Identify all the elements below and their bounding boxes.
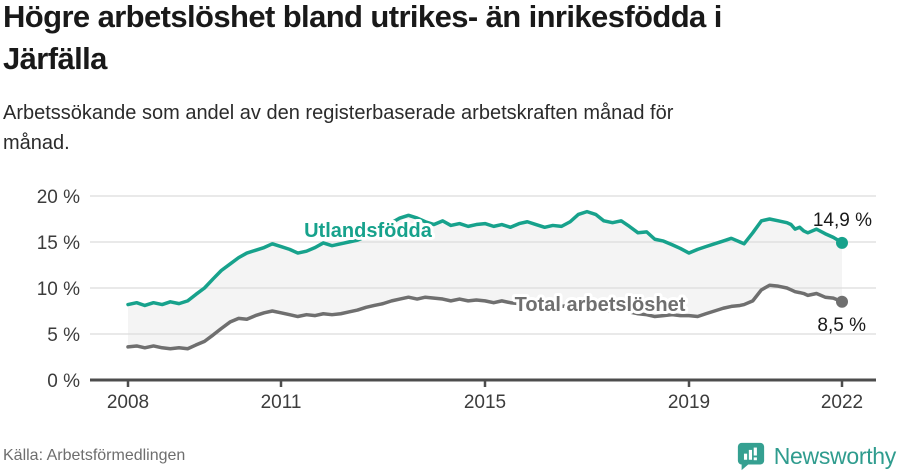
end-dot-0	[836, 236, 848, 249]
x-axis	[90, 378, 876, 387]
x-axis-labels: 2008 2011 2015 2019 2022	[107, 392, 863, 413]
series-label-1: Total arbetslöshet	[515, 294, 686, 316]
y-tick-label-5: 5 %	[47, 325, 80, 346]
series-lines	[126, 209, 844, 351]
y-tick-label-10: 10 %	[37, 279, 80, 300]
end-value-label-1: 8,5 %	[817, 315, 866, 336]
newsworthy-logo-icon	[737, 442, 764, 471]
x-tick-label-2008: 2008	[107, 392, 149, 413]
page-title: Högre arbetslöshet bland utrikes- än inr…	[3, 0, 722, 76]
y-tick-label-0: 0 %	[47, 371, 80, 392]
newsworthy-wordmark: Newsworthy	[773, 442, 897, 469]
series-label-0: Utlandsfödda	[304, 220, 433, 242]
end-dot-1	[836, 295, 848, 308]
end-value-label-0: 14,9 %	[813, 210, 872, 231]
series-line-0	[126, 209, 844, 308]
source-note: Källa: Arbetsförmedlingen	[3, 447, 186, 464]
x-tick-label-2011: 2011	[261, 392, 302, 413]
y-axis-labels: 0 % 5 % 10 % 15 % 20 %	[37, 187, 80, 392]
y-tick-label-20: 20 %	[37, 187, 80, 208]
band-between-series	[128, 211, 842, 349]
x-tick-label-2019: 2019	[668, 392, 710, 413]
end-dots	[836, 236, 848, 308]
bar-chart-glyph	[743, 447, 757, 461]
band-fill	[128, 211, 842, 349]
y-tick-label-15: 15 %	[37, 233, 80, 254]
series-line-1	[126, 283, 844, 351]
newsworthy-logo: Newsworthy	[736, 440, 896, 472]
end-value-labels: 14,9 % 8,5 %	[813, 210, 872, 336]
x-tick-label-2015: 2015	[464, 392, 506, 413]
chart-subtitle: Arbetssökande som andel av den registerb…	[3, 102, 674, 154]
series-labels: Utlandsfödda Total arbetslöshet	[301, 217, 689, 319]
x-tick-label-2022: 2022	[821, 392, 863, 413]
